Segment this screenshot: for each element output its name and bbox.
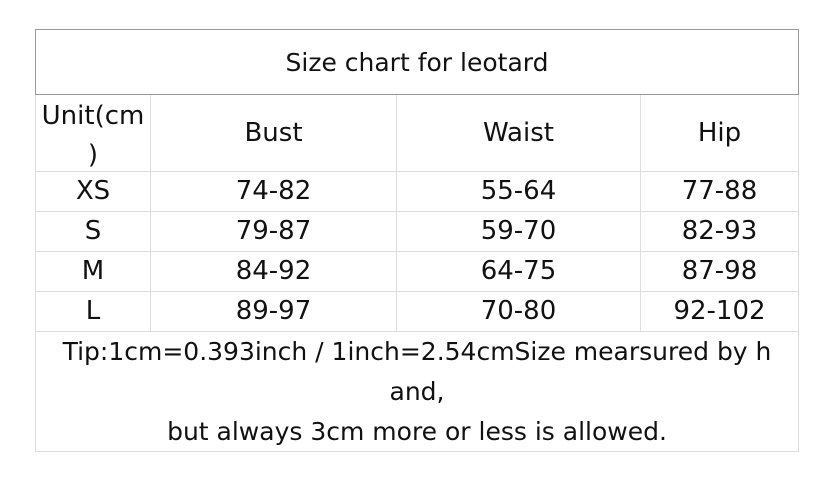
header-cell: Hip — [641, 95, 799, 172]
table-title: Size chart for leotard — [35, 29, 799, 95]
measurement-cell: 79-87 — [151, 212, 397, 252]
header-cell: Unit(cm ) — [35, 95, 151, 172]
measurement-cell: 64-75 — [397, 252, 641, 292]
size-label: M — [35, 252, 151, 292]
footer-line-2: and, — [389, 376, 445, 406]
measurement-cell: 89-97 — [151, 292, 397, 332]
measurement-cell: 87-98 — [641, 252, 799, 292]
size-label: XS — [35, 172, 151, 212]
measurement-cell: 84-92 — [151, 252, 397, 292]
measurement-cell: 77-88 — [641, 172, 799, 212]
footer-line-3: but always 3cm more or less is allowed. — [167, 416, 667, 446]
header-cell: Waist — [397, 95, 641, 172]
measurement-cell: 55-64 — [397, 172, 641, 212]
footer-line-1: Tip:1cm=0.393inch / 1inch=2.54cmSize mea… — [62, 336, 772, 366]
size-label: S — [35, 212, 151, 252]
measurement-cell: 92-102 — [641, 292, 799, 332]
measurement-cell: 74-82 — [151, 172, 397, 212]
measurement-cell: 59-70 — [397, 212, 641, 252]
measurement-cell: 82-93 — [641, 212, 799, 252]
header-cell: Bust — [151, 95, 397, 172]
size-label: L — [35, 292, 151, 332]
footer-note: Tip:1cm=0.393inch / 1inch=2.54cmSize mea… — [35, 332, 799, 452]
measurement-cell: 70-80 — [397, 292, 641, 332]
